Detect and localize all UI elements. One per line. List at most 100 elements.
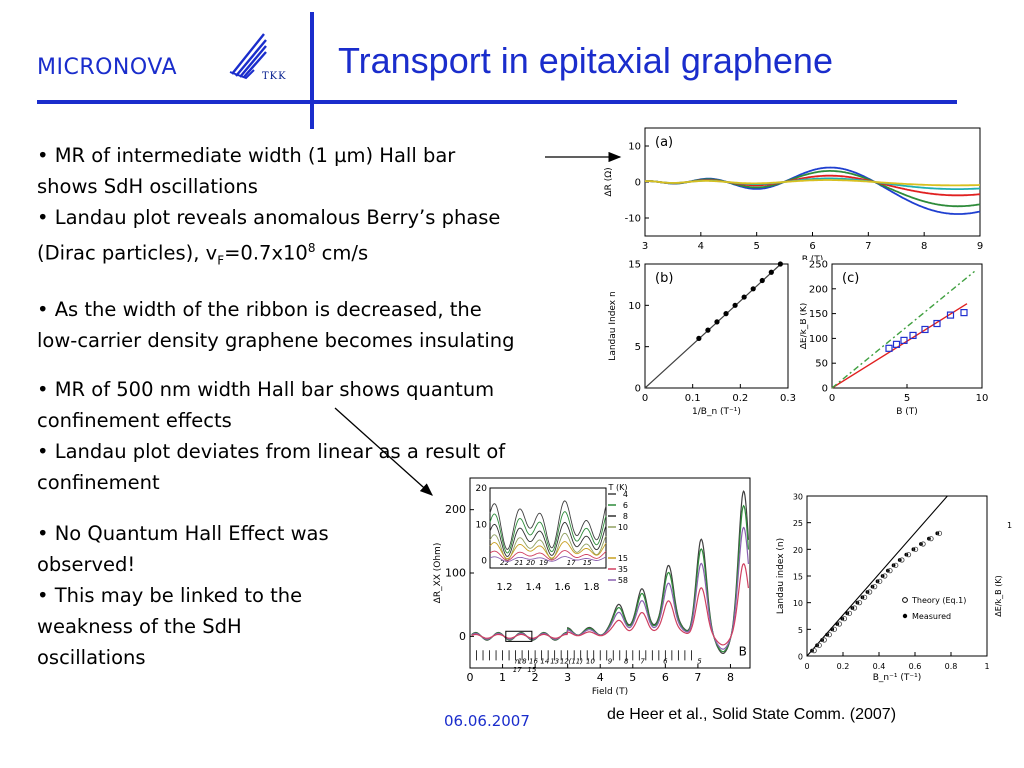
bullet-line: weakness of the SdH [37,615,242,638]
x-tick-label: 0.8 [945,662,958,671]
series-line-4 [644,179,980,187]
theory-point [899,557,905,563]
x-tick-label: 10 [976,393,989,404]
inset-index-label: 20 [526,559,535,567]
inset-legend-label: 35 [618,565,628,574]
x-tick-label: 2 [532,671,539,684]
x-tick-label: 0 [642,393,648,404]
theory-point [882,573,888,579]
x-tick-label: 5 [753,241,759,252]
landau-index-label: 6 [663,658,668,666]
theory-point [905,552,912,558]
data-point [750,286,756,292]
landau-index-label: 7 [640,658,645,666]
x-tick-label: 0.6 [909,662,922,671]
landau-index-label: 17 [513,666,522,674]
x-axis-label: B (T) [896,407,918,417]
y-tick-label: 25 [793,519,803,528]
y-tick-label: 15 [628,260,641,271]
inset-index-label: 19 [539,559,548,567]
theory-point [893,562,899,568]
reference-line-1 [831,270,975,389]
slide-date: 06.06.2007 [444,712,530,730]
x-tick-label: 0 [804,662,809,671]
x-tick-label: 6 [662,671,669,684]
y-tick-label: 10 [628,142,641,153]
inset-series-line [489,541,607,560]
y-tick-label: 0 [798,653,803,662]
x-tick-label: 0.2 [837,662,850,671]
theory-point [811,648,817,654]
theory-point [821,637,827,643]
inset-y-tick-label: 10 [476,520,488,530]
y-axis-label: ΔE/k_B (K) [800,303,809,350]
bullet-line: observed! [37,553,136,576]
panel-label: (c) [842,271,859,286]
theory-point [872,584,878,590]
plot-frame [806,495,988,657]
theory-point [851,605,858,611]
data-point [960,309,968,317]
theory-point [877,578,883,584]
x-tick-label: 5 [904,393,910,404]
bullet-line: • Landau plot reveals anomalous Berry’s … [37,206,501,229]
y-tick-label: 15 [793,573,803,582]
landau-index-label: 9 [608,658,613,666]
inset-series-line [489,500,607,551]
inset-x-tick-label: 1.2 [497,582,513,593]
theory-point [856,600,863,606]
secondary-tick-label: 1 [1007,521,1012,530]
theory-point [846,610,853,616]
legend-label-measured: Measured [912,612,951,621]
bullet-line: confinement effects [37,409,232,432]
x-tick-label: 0.1 [685,393,701,404]
series-line-3 [471,563,749,646]
inset-index-label: 17 [567,559,576,567]
landau-index-label: n [515,658,519,666]
x-tick-label: 0 [467,671,474,684]
x-tick-label: 5 [629,671,636,684]
inset-y-tick-label: 20 [476,484,488,494]
brand-name: MICRONOVA [37,55,178,80]
theory-point [862,594,868,600]
y-axis-label: Landau Index n [608,291,618,360]
bullet-line: shows SdH oscillations [37,175,258,198]
x-tick-label: 0.3 [780,393,796,404]
theory-point [816,642,822,648]
bullet-line-velocity: (Dirac particles), vF=0.7x108 cm/s [37,241,369,268]
bullet-line: • MR of intermediate width (1 µm) Hall b… [37,144,456,167]
x-tick-label: 8 [921,241,927,252]
inset-legend-label: 58 [618,576,628,585]
bullet-line: • MR of 500 nm width Hall bar shows quan… [37,378,495,401]
y-tick-label: 100 [445,567,466,580]
landau-index-label: 12 [560,658,569,666]
y-tick-label: 5 [798,626,803,635]
data-point [741,294,747,300]
y-tick-label: -10 [625,214,641,225]
inset-index-label: 15 [583,559,592,567]
data-point [909,331,917,340]
series-line-0 [644,166,981,215]
y-tick-label: 30 [793,493,803,502]
bullet-group-1: • MR of intermediate width (1 µm) Hall b… [37,140,500,276]
y-axis-label: ΔR_XX (Ohm) [433,543,443,604]
y-tick-label: 200 [809,284,828,295]
inset-x-tick-label: 1.4 [526,582,542,593]
landau-index-label: (11) [569,658,584,666]
inset-series-line [489,556,607,562]
bullet-line: • This may be linked to the [37,584,303,607]
data-point [892,340,901,348]
y-axis-label: ΔR (Ω) [604,167,614,196]
theory-point [831,626,837,632]
y-tick-label: 50 [815,359,828,370]
x-tick-label: 1 [499,671,506,684]
legend-marker-measured [902,613,908,619]
x-axis-label: B (T) [802,255,824,260]
y-axis-label: Landau index (n) [776,538,786,614]
x-tick-label: 8 [727,671,734,684]
panel-label: (b) [655,271,673,286]
data-point [777,261,783,267]
theory-point [912,546,919,552]
data-point [946,311,955,319]
